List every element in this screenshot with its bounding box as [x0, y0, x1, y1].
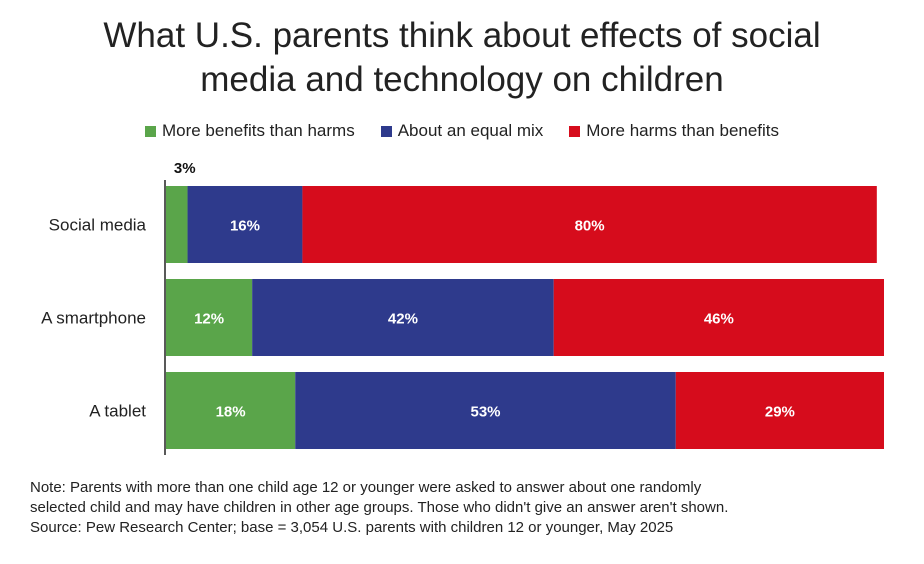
bar-segment-benefits — [166, 186, 188, 263]
note-line-3: Source: Pew Research Center; base = 3,05… — [30, 519, 674, 536]
legend-swatch-equal-mix — [380, 125, 392, 137]
legend-label-harms: More harms than benefits — [586, 121, 780, 140]
data-label-benefits: 18% — [216, 404, 246, 421]
category-label-a-smartphone: A smartphone — [41, 309, 146, 328]
data-label-benefits: 12% — [194, 311, 224, 328]
data-label-harms: 80% — [575, 218, 605, 235]
note-line-2: selected child and may have children in … — [30, 499, 729, 516]
data-label-harms: 46% — [704, 311, 734, 328]
chart-legend: More benefits than harms About an equal … — [0, 121, 924, 141]
chart-note: Note: Parents with more than one child a… — [30, 478, 900, 538]
bar-segment-harms — [675, 372, 884, 449]
bar-segment-equal-mix — [252, 279, 554, 356]
data-label-equal-mix: 16% — [230, 218, 260, 235]
data-label-equal-mix: 42% — [388, 311, 418, 328]
data-label-harms: 29% — [765, 404, 795, 421]
bar-chart: Social media 3% 16% 80% A smartphone 12% 42% 46… — [41, 160, 884, 455]
bar-segment-equal-mix — [295, 372, 676, 449]
category-label-a-tablet: A tablet — [89, 402, 146, 421]
legend-swatch-harms — [569, 125, 581, 137]
bar-segment-benefits — [166, 279, 253, 356]
legend-item-equal-mix: About an equal mix — [380, 121, 544, 141]
bar-segment-equal-mix — [187, 186, 303, 263]
legend-item-benefits: More benefits than harms — [144, 121, 355, 141]
legend-item-harms: More harms than benefits — [569, 121, 779, 141]
legend-label-benefits: More benefits than harms — [161, 121, 355, 140]
bar-segment-benefits — [166, 372, 296, 449]
legend-swatch-benefits — [144, 125, 156, 137]
chart-title: What U.S. parents think about effects of… — [0, 14, 924, 102]
chart-title-line-1: What U.S. parents think about effects of… — [103, 16, 821, 55]
data-label-equal-mix: 53% — [470, 404, 500, 421]
category-label-social-media: Social media — [49, 216, 147, 235]
bar-segment-harms — [553, 279, 884, 356]
bar-segment-harms — [302, 186, 877, 263]
data-label-benefits: 3% — [174, 160, 196, 177]
chart-title-line-2: media and technology on children — [200, 60, 724, 99]
note-line-1: Note: Parents with more than one child a… — [30, 479, 702, 496]
legend-label-equal-mix: About an equal mix — [397, 121, 544, 140]
